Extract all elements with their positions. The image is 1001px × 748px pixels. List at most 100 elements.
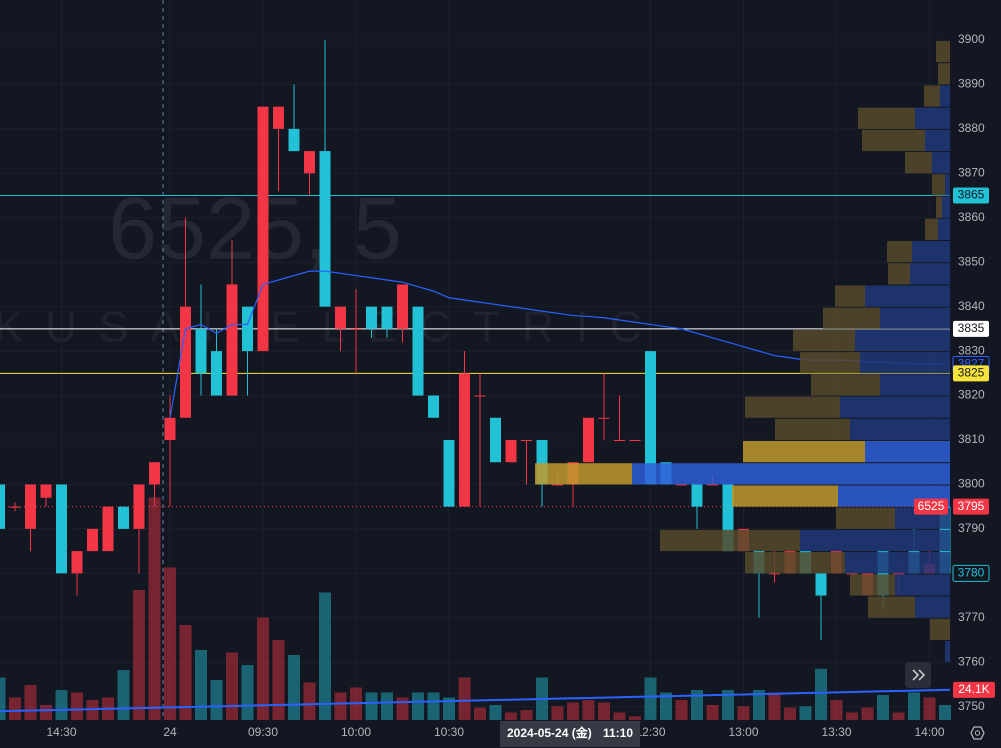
candle-body: [645, 351, 656, 485]
volume-bar: [257, 617, 269, 720]
profile-down: [930, 618, 950, 640]
profile-down: [850, 574, 895, 596]
volume-bar: [24, 685, 37, 720]
profile-down: [743, 441, 865, 463]
last-price-label: 3780: [958, 566, 985, 580]
candle-body: [614, 440, 625, 441]
candle-body: [598, 417, 610, 419]
volume-bar: [861, 707, 874, 720]
candle-body: [381, 306, 393, 329]
price-line-label: 3865: [958, 188, 985, 202]
volume-bar: [458, 677, 471, 720]
candle-body: [288, 128, 300, 152]
volume-bar: [195, 650, 207, 720]
volume-bar: [830, 700, 843, 720]
profile-up: [845, 552, 950, 574]
candle-body: [459, 373, 470, 507]
y-tick-label: 3840: [958, 299, 985, 313]
candle-body: [505, 440, 517, 463]
volume-bar: [164, 567, 176, 720]
candle-body: [629, 440, 641, 441]
x-tick-label: 09:30: [248, 725, 278, 739]
profile-up: [865, 285, 950, 307]
x-tick-label: 10:30: [434, 725, 464, 739]
candle-body: [552, 484, 563, 486]
profile-up: [938, 218, 950, 240]
last-price-label-box: [952, 564, 990, 582]
profile-down: [932, 174, 945, 196]
profile-down: [732, 485, 838, 507]
volume-ma-label-box: [953, 681, 995, 698]
volume-bar: [148, 497, 161, 720]
scroll-button[interactable]: [905, 662, 931, 688]
candle-body: [25, 484, 36, 529]
price-line-label: 3835: [958, 321, 985, 335]
candle-body: [443, 440, 455, 507]
candle-body: [149, 462, 160, 485]
profile-up: [632, 463, 950, 485]
prev-close-symbol-box: [914, 498, 948, 515]
candle-body: [102, 506, 114, 552]
x-tick-label: 13:00: [728, 725, 758, 739]
volume-bar: [319, 592, 331, 720]
candle-body: [40, 484, 52, 498]
profile-down: [887, 241, 912, 263]
profile-down: [836, 507, 895, 529]
candle-body: [242, 306, 253, 352]
volume-bar: [210, 680, 223, 720]
volume-bar: [396, 697, 409, 720]
x-tick-label: 10:00: [341, 725, 371, 739]
volume-bar: [272, 640, 285, 720]
volume-bar: [117, 670, 130, 720]
volume-bar: [505, 712, 517, 720]
profile-down: [823, 307, 880, 329]
volume-ma-line: [0, 688, 950, 713]
candle-body: [71, 551, 83, 574]
profile-up: [865, 441, 950, 463]
profile-up: [850, 418, 950, 440]
settings-button[interactable]: [970, 726, 985, 740]
candle-body: [846, 573, 858, 575]
volume-bar: [737, 706, 750, 720]
profile-up: [915, 107, 950, 129]
volume-bar: [9, 697, 21, 720]
volume-bar: [0, 677, 6, 720]
profile-up: [942, 196, 950, 218]
profile-up: [910, 263, 950, 285]
volume-bar: [489, 705, 502, 720]
profile-up: [840, 396, 950, 418]
candle-body: [273, 106, 284, 129]
volume-bar: [288, 655, 300, 720]
candle-body: [893, 573, 904, 575]
candle-body: [9, 506, 21, 508]
profile-down: [535, 463, 632, 485]
watermark: 6525, 5 KOKUSAI ELECTRIC: [0, 178, 642, 351]
profile-down: [745, 552, 845, 574]
y-tick-label: 3820: [958, 388, 985, 402]
volume-bar: [799, 706, 812, 720]
volume-bar: [381, 692, 393, 720]
profile-up: [925, 129, 950, 152]
profile-down: [888, 263, 910, 285]
candle-body: [319, 151, 331, 307]
profile-up: [855, 329, 950, 352]
settings-icon: [970, 726, 985, 740]
volume-bar: [474, 707, 486, 720]
candle-body: [707, 484, 718, 486]
candle-body: [0, 484, 5, 529]
y-tick-label: 3790: [958, 521, 985, 535]
y-tick-label: 3800: [958, 477, 985, 491]
volume-bar: [443, 697, 455, 720]
volume-bar: [784, 707, 796, 720]
candle-body: [521, 440, 532, 441]
profile-down: [745, 396, 840, 418]
candle-body: [133, 484, 145, 529]
profile-up: [880, 307, 950, 329]
x-tick-label: 24: [163, 725, 177, 739]
profile-down: [858, 107, 915, 129]
volume-bar: [567, 702, 579, 720]
volume-bar: [179, 625, 192, 720]
profile-down: [924, 85, 940, 107]
y-tick-label: 3770: [958, 610, 985, 624]
